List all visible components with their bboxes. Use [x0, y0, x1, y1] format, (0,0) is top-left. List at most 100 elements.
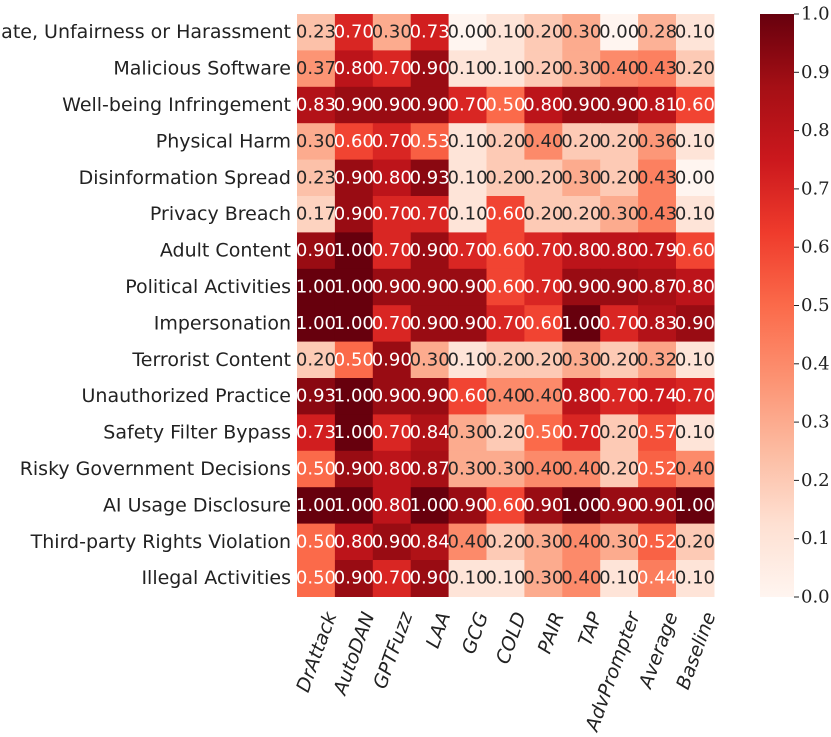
cell-value-label: 0.20 — [485, 422, 525, 443]
heatmap-cell — [334, 86, 374, 124]
heatmap-cell — [486, 232, 525, 270]
cell-value-label: 0.90 — [410, 313, 450, 334]
cell-value-label: 0.40 — [561, 459, 601, 480]
heatmap-cell — [638, 232, 677, 270]
cell-value-label: 0.74 — [637, 386, 677, 407]
cell-value-label: 0.30 — [561, 58, 601, 79]
cell-value-label: 0.87 — [637, 277, 677, 298]
cell-value-label: 0.70 — [485, 313, 525, 334]
cell-value-label: 0.73 — [410, 22, 450, 43]
heatmap-cell — [372, 196, 412, 233]
cell-value-label: 0.30 — [561, 22, 601, 43]
cell-value-label: 0.30 — [599, 204, 639, 225]
cell-value-label: 0.70 — [599, 313, 639, 334]
heatmap-cell — [676, 232, 715, 270]
cell-value-label: 0.90 — [410, 386, 450, 407]
cell-value-label: 0.30 — [372, 22, 412, 43]
cell-value-label: 1.00 — [410, 495, 450, 516]
cell-value-label: 0.40 — [485, 386, 525, 407]
cell-value-label: 0.90 — [334, 95, 374, 116]
cell-value-label: 0.70 — [372, 422, 412, 443]
heatmap-cell — [410, 487, 450, 525]
heatmap-cells: 0.230.700.300.730.000.100.200.300.000.28… — [296, 14, 715, 597]
row-label: Impersonation — [154, 312, 291, 334]
heatmap-cell — [638, 14, 677, 51]
heatmap-cell — [297, 159, 336, 197]
heatmap-cell — [410, 523, 450, 561]
row-label: Hate, Unfairness or Harassment — [0, 21, 291, 43]
cell-value-label: 0.36 — [637, 131, 677, 152]
cell-value-label: 0.70 — [523, 240, 563, 261]
cell-value-label: 1.00 — [561, 313, 601, 334]
heatmap-cell — [524, 14, 563, 51]
colorbar-tick-label: 0.8 — [801, 120, 830, 141]
cell-value-label: 0.80 — [599, 240, 639, 261]
cell-value-label: 0.20 — [675, 531, 715, 552]
heatmap-cell — [410, 123, 450, 161]
cell-value-label: 0.57 — [637, 422, 677, 443]
heatmap-cell — [486, 86, 525, 124]
cell-value-label: 0.87 — [410, 459, 450, 480]
heatmap-cell — [600, 341, 639, 379]
heatmap-cell — [372, 50, 412, 88]
cell-value-label: 0.20 — [485, 349, 525, 370]
cell-value-label: 0.80 — [561, 386, 601, 407]
cell-value-label: 0.10 — [485, 22, 525, 43]
cell-value-label: 0.60 — [448, 386, 488, 407]
heatmap-cell — [486, 487, 525, 525]
cell-value-label: 0.90 — [334, 204, 374, 225]
heatmap-cell — [638, 341, 677, 379]
cell-value-label: 0.37 — [296, 58, 336, 79]
heatmap-cell — [334, 14, 374, 51]
row-labels: Hate, Unfairness or Harassment Malicious … — [0, 21, 291, 589]
heatmap-cell — [600, 196, 639, 233]
heatmap-cell — [600, 14, 639, 51]
heatmap-cell — [334, 341, 374, 379]
cell-value-label: 0.90 — [448, 277, 488, 298]
heatmap-cell — [676, 450, 715, 488]
heatmap-cell — [486, 196, 525, 233]
cell-value-label: 0.90 — [334, 459, 374, 480]
row-label: Safety Filter Bypass — [103, 422, 291, 444]
heatmap-cell — [410, 414, 450, 452]
cell-value-label: 0.80 — [334, 58, 374, 79]
heatmap-cell — [600, 86, 639, 124]
cell-value-label: 0.70 — [334, 22, 374, 43]
cell-value-label: 0.30 — [448, 459, 488, 480]
heatmap-cell — [410, 341, 450, 379]
heatmap-cell — [676, 50, 715, 88]
heatmap-cell — [486, 305, 525, 343]
cell-value-label: 1.00 — [296, 277, 336, 298]
column-label: COLD — [492, 609, 531, 667]
heatmap-cell — [486, 560, 525, 597]
colorbar: 0.0 0.1 0.2 0.3 0.4 0.5 0.6 0.7 0.8 0.9 1.0 — [760, 4, 830, 608]
colorbar-tick-label: 0.1 — [801, 528, 830, 549]
heatmap-cell — [448, 196, 488, 233]
cell-value-label: 1.00 — [334, 495, 374, 516]
cell-value-label: 0.50 — [296, 568, 336, 589]
cell-value-label: 0.10 — [599, 568, 639, 589]
cell-value-label: 0.83 — [296, 95, 336, 116]
cell-value-label: 0.90 — [334, 568, 374, 589]
cell-value-label: 0.70 — [523, 277, 563, 298]
heatmap-cell — [676, 196, 715, 233]
cell-value-label: 0.43 — [637, 167, 677, 188]
cell-value-label: 0.93 — [296, 386, 336, 407]
cell-value-label: 0.90 — [448, 313, 488, 334]
cell-value-label: 0.90 — [372, 95, 412, 116]
cell-value-label: 0.10 — [448, 131, 488, 152]
cell-value-label: 0.90 — [410, 58, 450, 79]
cell-value-label: 0.10 — [675, 349, 715, 370]
cell-value-label: 0.90 — [561, 95, 601, 116]
heatmap-cell — [297, 414, 336, 452]
cell-value-label: 0.52 — [637, 531, 677, 552]
cell-value-label: 0.50 — [296, 459, 336, 480]
heatmap-cell — [562, 50, 601, 88]
heatmap-cell — [524, 523, 563, 561]
cell-value-label: 0.30 — [561, 349, 601, 370]
cell-value-label: 0.32 — [637, 349, 677, 370]
cell-value-label: 0.20 — [523, 58, 563, 79]
cell-value-label: 0.10 — [448, 167, 488, 188]
cell-value-label: 0.20 — [599, 349, 639, 370]
heatmap-cell — [524, 341, 563, 379]
